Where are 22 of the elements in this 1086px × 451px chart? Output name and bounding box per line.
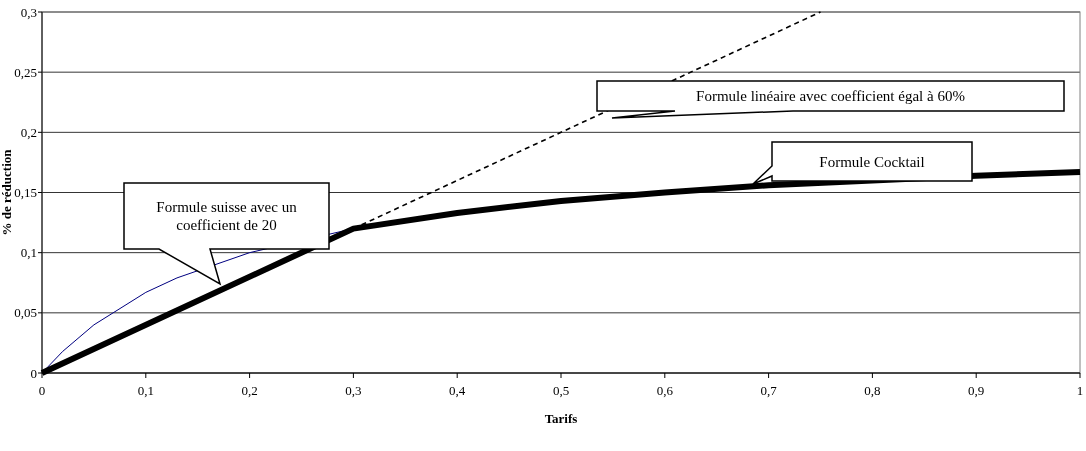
x-axis-title: Tarifs (544, 411, 578, 426)
x-tick-label: 0,1 (137, 383, 154, 398)
x-tick-label: 0,9 (968, 383, 985, 398)
y-tick-label: 0,3 (20, 4, 37, 20)
y-tick-label: 0,05 (14, 305, 37, 321)
x-tick-label: 1 (1076, 383, 1084, 398)
x-tick-label: 0,8 (864, 383, 881, 398)
x-tick-label: 0,3 (345, 383, 362, 398)
x-tick-label: 0,4 (449, 383, 466, 398)
x-tick-label: 0,6 (656, 383, 674, 398)
annotation: Formule suisse avec un coefficient de 20 (156, 199, 298, 233)
y-tick-label: 0,1 (20, 245, 37, 261)
y-tick-label: 0 (30, 365, 37, 381)
annotation: Formule linéaire avec coefficient égal à 60% (696, 88, 965, 104)
annotation: Formule Cocktail (819, 153, 925, 170)
y-tick-label: 0,15 (14, 185, 37, 200)
x-tick-label: 0,5 (552, 383, 570, 398)
y-tick-label: 0,2 (20, 124, 37, 140)
x-tick-label: 0,7 (760, 383, 778, 398)
y-tick-label: 0,25 (14, 64, 37, 80)
x-tick-label: 0,2 (241, 383, 258, 398)
y-axis-title: % de réduction (0, 148, 14, 236)
